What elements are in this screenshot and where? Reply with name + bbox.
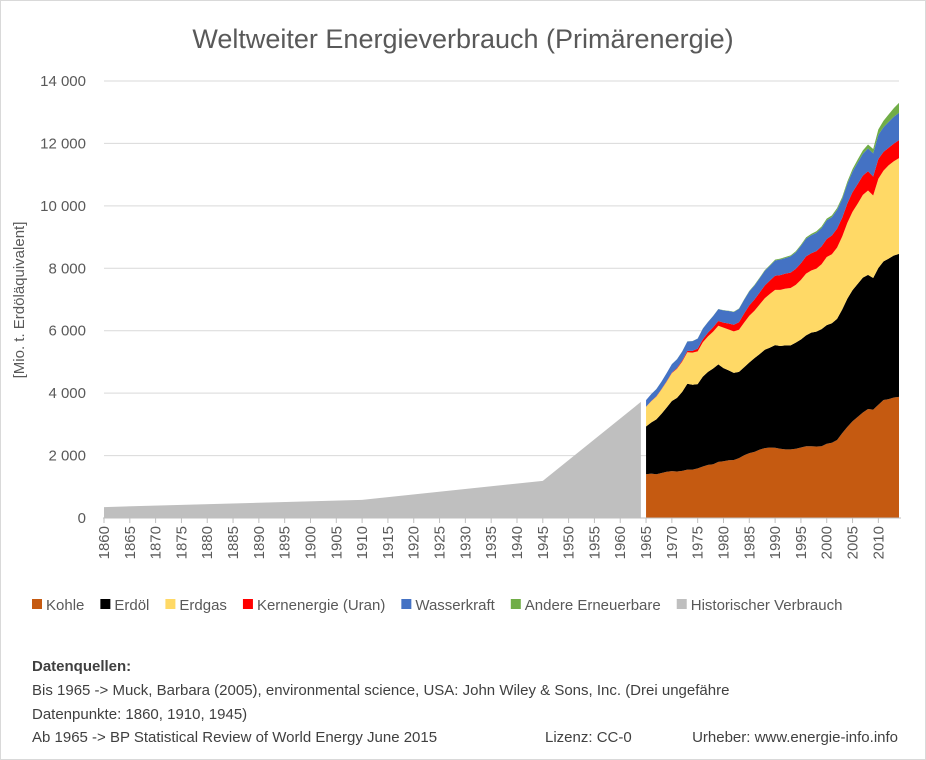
y-tick-label: 14 000: [40, 73, 86, 90]
x-tick-label: 2005: [845, 526, 862, 559]
legend-label: Kernenergie (Uran): [257, 597, 385, 614]
x-tick-label: 1965: [638, 526, 655, 559]
y-tick-label: 12 000: [40, 135, 86, 152]
x-tick-label: 1860: [96, 526, 113, 559]
x-tick-label: 1925: [432, 526, 449, 559]
area: [646, 253, 899, 475]
x-tick-label: 1985: [741, 526, 758, 559]
x-tick-label: 1865: [122, 526, 139, 559]
x-tick-label: 1955: [586, 526, 603, 559]
y-tick-label: 8 000: [48, 260, 86, 277]
x-tick-label: 1945: [535, 526, 552, 559]
plot: [104, 102, 899, 518]
footer-line: Bis 1965 -> Muck, Barbara (2005), enviro…: [32, 682, 729, 699]
legend-label: Erdgas: [179, 597, 227, 614]
x-tick-label: 1990: [767, 526, 784, 559]
x-tick-label: 1885: [225, 526, 242, 559]
area: [104, 401, 641, 518]
chart-title: Weltweiter Energieverbrauch (Primärenerg…: [192, 24, 733, 54]
legend-label: Kohle: [46, 597, 84, 614]
footer-heading: Datenquellen:: [32, 658, 131, 675]
x-tick-label: 1930: [457, 526, 474, 559]
x-tick-label: 1875: [173, 526, 190, 559]
footer-line: Datenpunkte: 1860, 1910, 1945): [32, 706, 247, 723]
legend-label: Historischer Verbrauch: [691, 597, 843, 614]
legend-swatch: [100, 599, 111, 609]
x-tick-label: 1920: [406, 526, 423, 559]
axes: 0 2 000 4 000 6 000 8 000 10 000 12 000 14 000 1…: [40, 73, 901, 559]
legend-swatch: [676, 599, 687, 609]
legend-swatch: [510, 599, 521, 609]
x-tick-label: 1950: [561, 526, 578, 559]
license: Lizenz: CC-0: [545, 729, 632, 746]
x-tick-label: 1900: [302, 526, 319, 559]
y-axis-label: [Mio. t. Erdöläquivalent]: [11, 222, 28, 379]
legend: Kohle Erdöl Erdgas Kernenergie (Uran) Wasser…: [32, 597, 842, 614]
y-tick-label: 4 000: [48, 385, 86, 402]
x-tick-label: 1940: [509, 526, 526, 559]
legend-swatch: [165, 599, 176, 609]
legend-swatch: [401, 599, 412, 609]
x-tick-label: 1905: [328, 526, 345, 559]
x-tick-label: 2000: [819, 526, 836, 559]
footer-line: Ab 1965 -> BP Statistical Review of Worl…: [32, 729, 437, 746]
author: Urheber: www.energie-info.info: [692, 729, 898, 746]
legend-label: Andere Erneuerbare: [525, 597, 661, 614]
area: [646, 158, 899, 427]
x-tick-label: 1915: [380, 526, 397, 559]
y-tick-label: 0: [78, 510, 86, 527]
area: [646, 396, 899, 518]
y-tick-label: 10 000: [40, 198, 86, 215]
legend-label: Wasserkraft: [415, 597, 495, 614]
x-tick-label: 1890: [251, 526, 268, 559]
x-tick-label: 1970: [664, 526, 681, 559]
x-tick-label: 1935: [483, 526, 500, 559]
x-tick-label: 1910: [354, 526, 371, 559]
x-tick-label: 1995: [793, 526, 810, 559]
x-tick-label: 1980: [715, 526, 732, 559]
y-tick-label: 6 000: [48, 323, 86, 340]
x-tick-label: 1880: [199, 526, 216, 559]
x-tick-label: 2010: [870, 526, 887, 559]
x-tick-label: 1960: [612, 526, 629, 559]
x-tick-label: 1895: [277, 526, 294, 559]
legend-swatch: [242, 599, 253, 609]
x-tick-label: 1870: [148, 526, 165, 559]
x-tick-label: 1975: [690, 526, 707, 559]
legend-swatch: [32, 599, 42, 609]
y-tick-label: 2 000: [48, 448, 86, 465]
legend-label: Erdöl: [114, 597, 149, 614]
